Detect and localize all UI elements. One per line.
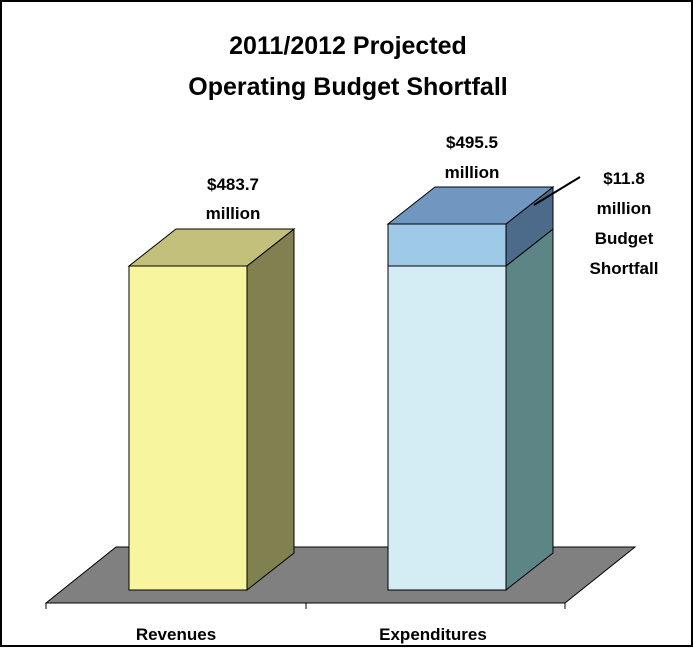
- x-tick-label: Expenditures: [379, 625, 487, 644]
- annotation-budget: Budget: [595, 229, 654, 248]
- annotation-leader-line: [533, 176, 581, 206]
- data-label-expenditures-unit: million: [445, 163, 500, 182]
- annotation-shortfall-value: $11.8: [603, 169, 645, 188]
- chart-subtitle: Operating Budget Shortfall: [188, 73, 507, 101]
- expenditures-shortfall-bar-top: [386, 186, 555, 225]
- expenditures-bar-side: [505, 227, 554, 592]
- revenues-bar-top: [127, 228, 296, 267]
- data-label-expenditures: $495.5: [446, 133, 498, 152]
- annotation-shortfall-unit: million: [597, 199, 652, 218]
- expenditures-shortfall-bar-front: [387, 223, 507, 267]
- chart-title: 2011/2012 Projected: [229, 32, 467, 60]
- data-label-revenues-unit: million: [206, 204, 261, 223]
- x-tick-label: Revenues: [136, 625, 216, 644]
- data-label-revenues: $483.7: [207, 175, 259, 194]
- revenues-bar-front: [128, 265, 248, 591]
- annotation-shortfall: Shortfall: [590, 259, 659, 278]
- revenues-bar-side: [246, 227, 295, 592]
- expenditures-bar-front: [387, 265, 507, 591]
